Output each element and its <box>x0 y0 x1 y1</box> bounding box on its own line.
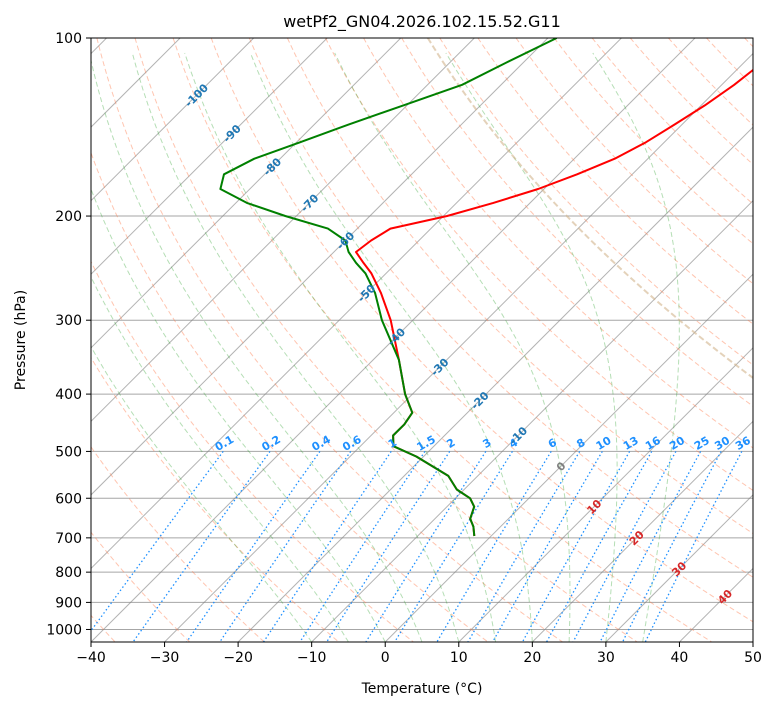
mixing-ratio-line <box>546 451 653 642</box>
x-tick-label: 20 <box>523 650 541 666</box>
dry-adiabat-line <box>401 38 753 407</box>
mixing-ratio-line <box>599 451 702 642</box>
isotherm-line <box>605 494 753 642</box>
isotherm-line <box>458 347 753 642</box>
dry-adiabat-line <box>286 38 753 535</box>
y-tick-label: 800 <box>55 565 82 581</box>
dry-adiabat-line <box>134 38 638 642</box>
isotherm-line <box>384 273 753 642</box>
dry-adiabat-line <box>439 38 753 366</box>
moist-adiabat-line <box>131 52 460 642</box>
mixing-ratio-line <box>572 451 677 642</box>
mixing-ratio-line <box>219 451 352 642</box>
moist-adiabat-line <box>184 52 497 642</box>
mixing-ratio-line <box>365 451 487 642</box>
dry-adiabat-line <box>515 38 753 285</box>
x-tick-label: 10 <box>450 650 468 666</box>
moist-adiabat-line <box>445 52 618 642</box>
mixing-ratio-line <box>186 451 321 642</box>
dry-adiabat-line <box>91 356 340 642</box>
isotherm-line <box>91 38 328 275</box>
y-tick-label: 500 <box>55 444 82 460</box>
isotherm-line <box>91 38 475 423</box>
mixing-ratio-line <box>492 451 603 642</box>
dry-adiabat-line <box>91 445 265 642</box>
moist-adiabat-line <box>334 52 571 642</box>
x-tick-label: −30 <box>150 650 180 666</box>
moist-adiabat-line <box>91 275 349 642</box>
dry-adiabat-line <box>363 38 753 449</box>
x-tick-label: −20 <box>223 650 253 666</box>
y-tick-label: 300 <box>55 313 82 329</box>
y-tick-label: 400 <box>55 387 82 403</box>
dry-adiabat-line <box>248 38 753 578</box>
x-tick-label: 50 <box>744 650 762 666</box>
y-axis-label: Pressure (hPa) <box>13 290 29 390</box>
dry-adiabat-line <box>172 38 713 642</box>
dry-adiabat-line <box>210 38 753 623</box>
mixing-ratio-line <box>91 451 224 632</box>
moist-adiabat-line <box>592 52 680 642</box>
mixing-ratio-line <box>644 451 743 642</box>
isotherm-line <box>237 126 753 642</box>
dry-adiabat-line <box>553 38 753 245</box>
mixing-ratio-line <box>262 451 392 642</box>
isotherm-line <box>91 38 549 496</box>
isotherm-line <box>91 38 402 349</box>
dry-adiabat-line <box>325 38 753 492</box>
axis-ticks: −40 −30 −20 −10 0 10 20 30 40 50 100 200 300 400 500 60… <box>46 31 762 666</box>
isotherm-line <box>311 199 753 642</box>
x-tick-label: −10 <box>297 650 327 666</box>
y-tick-label: 700 <box>55 531 82 547</box>
y-tick-label: 1000 <box>46 622 82 638</box>
x-tick-label: 0 <box>381 650 390 666</box>
x-tick-label: 30 <box>597 650 615 666</box>
dry-adiabat-line <box>629 38 753 166</box>
data-lines <box>219 38 753 537</box>
isotherm-line <box>91 38 622 570</box>
x-axis-label: Temperature (°C) <box>361 681 483 697</box>
y-tick-label: 200 <box>55 209 82 225</box>
moist-adiabat-line <box>91 345 313 642</box>
moist-adiabat-line <box>249 52 533 642</box>
x-tick-label: −40 <box>76 650 106 666</box>
y-tick-label: 600 <box>55 491 82 507</box>
isotherm-line <box>91 38 696 642</box>
plot-frame <box>90 37 754 643</box>
moist-adiabat-line <box>91 187 386 642</box>
isotherm-line <box>91 38 255 202</box>
isotherm-line <box>531 420 753 642</box>
moist-adiabat-line <box>91 58 423 642</box>
y-tick-label: 100 <box>55 31 82 47</box>
dry-adiabat-line <box>91 260 414 642</box>
background-lines <box>91 38 753 642</box>
dry-adiabat-line <box>96 38 563 642</box>
mixing-ratio-line <box>622 451 722 642</box>
x-tick-label: 40 <box>671 650 689 666</box>
isotherm-line <box>164 52 753 642</box>
dewpoint-line <box>219 38 558 537</box>
chart-title: wetPf2_GN04.2026.102.15.52.G11 <box>283 12 561 32</box>
mixing-ratio-line <box>132 451 271 642</box>
mixing-ratio-line <box>394 451 513 642</box>
y-tick-label: 900 <box>55 595 82 611</box>
